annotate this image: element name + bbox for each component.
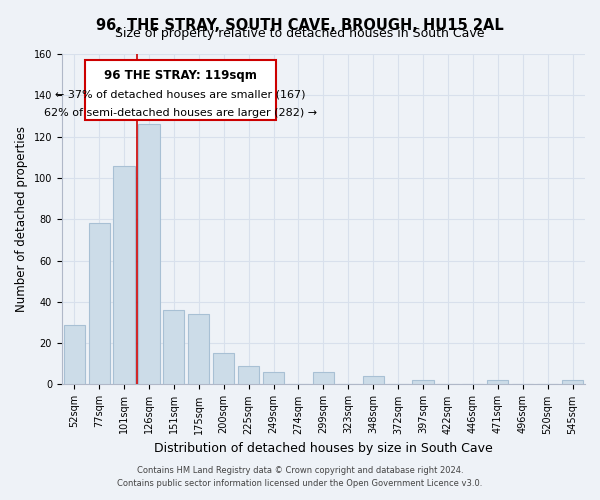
X-axis label: Distribution of detached houses by size in South Cave: Distribution of detached houses by size … [154,442,493,455]
Bar [412,380,434,384]
Bar [263,372,284,384]
Bar [64,324,85,384]
Bar [163,310,184,384]
Text: ← 37% of detached houses are smaller (167): ← 37% of detached houses are smaller (16… [55,89,306,99]
FancyBboxPatch shape [85,60,276,120]
Bar [238,366,259,384]
Bar [562,380,583,384]
Text: Contains HM Land Registry data © Crown copyright and database right 2024.
Contai: Contains HM Land Registry data © Crown c… [118,466,482,487]
Text: Size of property relative to detached houses in South Cave: Size of property relative to detached ho… [115,28,485,40]
Text: 96, THE STRAY, SOUTH CAVE, BROUGH, HU15 2AL: 96, THE STRAY, SOUTH CAVE, BROUGH, HU15 … [96,18,504,32]
Bar [139,124,160,384]
Bar [362,376,384,384]
Bar [213,354,235,384]
Bar [113,166,134,384]
Bar [487,380,508,384]
Text: 96 THE STRAY: 119sqm: 96 THE STRAY: 119sqm [104,70,257,82]
Bar [188,314,209,384]
Y-axis label: Number of detached properties: Number of detached properties [15,126,28,312]
Bar [89,224,110,384]
Text: 62% of semi-detached houses are larger (282) →: 62% of semi-detached houses are larger (… [44,108,317,118]
Bar [313,372,334,384]
